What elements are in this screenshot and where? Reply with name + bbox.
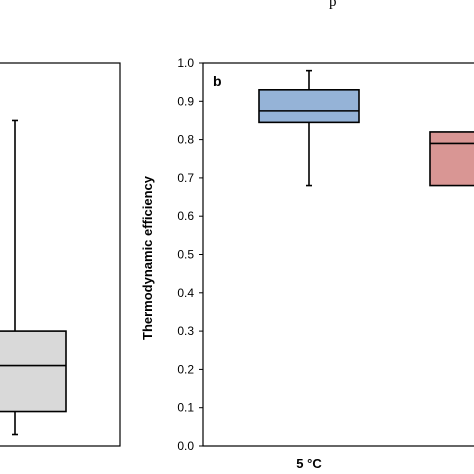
panel-b-boxes xyxy=(258,69,474,187)
panel-b: b Thermodynamic efficiency 0.00.10.20.30… xyxy=(140,56,474,471)
caption-fragment: p xyxy=(329,0,337,10)
panel-b-box-2-iqr-box xyxy=(429,131,474,187)
y-tick-label: 0.6 xyxy=(177,209,194,223)
y-tick-label: 0.2 xyxy=(177,362,194,376)
x-axis-tick-labels: 5 °C xyxy=(296,456,322,471)
panel-a-frame xyxy=(0,62,121,447)
y-tick-label: 0.1 xyxy=(177,401,194,415)
y-tick-label: 0.9 xyxy=(177,94,194,108)
panel-a-boxes xyxy=(0,119,67,436)
panel-b-box-1-iqr-box xyxy=(258,89,360,124)
y-tick-label: 0.0 xyxy=(177,439,194,453)
y-tick-label: 0.4 xyxy=(177,286,194,300)
y-tick-label: 1.0 xyxy=(177,56,194,70)
y-tick-label: 0.5 xyxy=(177,248,194,262)
y-axis-label: Thermodynamic efficiency xyxy=(140,175,155,340)
panel-a-box-iqr-box xyxy=(0,330,67,413)
y-tick-label: 0.3 xyxy=(177,324,194,338)
y-tick-label: 0.7 xyxy=(177,171,194,185)
panel-b-label: b xyxy=(213,73,222,89)
panel-a xyxy=(0,62,121,447)
x-tick-label: 5 °C xyxy=(296,456,322,471)
y-axis-ticks: 0.0 0.1 0.2 0.3 0.4 0.5 0.6 0.7 0.8 0.9 1.0 xyxy=(177,56,203,453)
y-tick-label: 0.8 xyxy=(177,133,194,147)
